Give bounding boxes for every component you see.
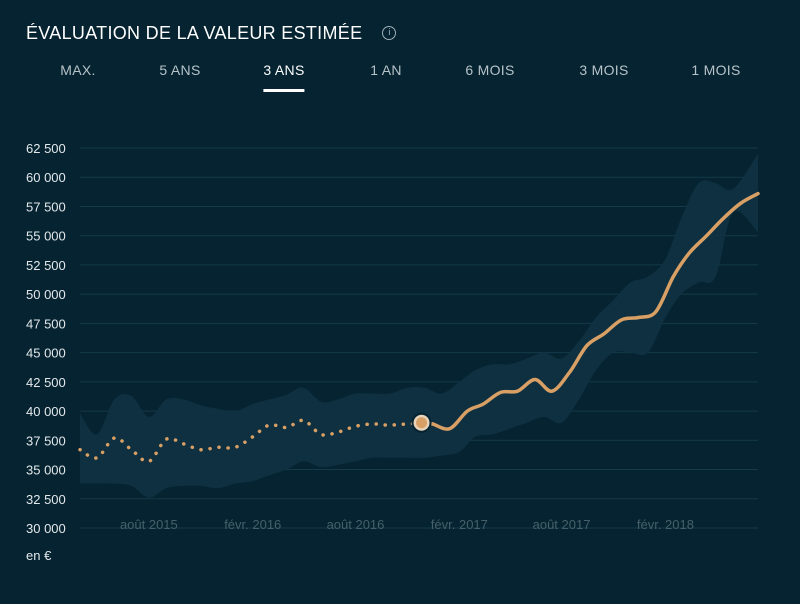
info-icon[interactable]: i [382,26,397,40]
y-tick-label: 30 000 [26,521,66,536]
tab-1-an[interactable]: 1 AN [370,62,402,78]
tab-6-mois[interactable]: 6 MOIS [465,62,515,78]
period-tabs: MAX. 5 ANS 3 ANS 1 AN 6 MOIS 3 MOIS 1 MO… [26,58,776,98]
y-tick-label: 42 500 [26,375,66,390]
x-tick-label: août 2017 [533,517,591,532]
y-tick-label: 35 000 [26,463,66,478]
y-tick-label: 52 500 [26,258,66,273]
series-layer [78,191,760,464]
tab-5-ans[interactable]: 5 ANS [159,62,201,78]
unit-label: en € [26,548,52,563]
y-axis-labels: 30 000 32 500 35 000 37 500 40 000 42 500 45 0… [26,141,66,536]
x-tick-label: févr. 2018 [637,517,694,532]
y-tick-label: 60 000 [26,170,66,185]
x-tick-label: févr. 2017 [431,517,488,532]
y-tick-label: 57 500 [26,199,66,214]
chart-header: ÉVALUATION DE LA VALEUR ESTIMÉE i [26,20,397,46]
y-tick-label: 62 500 [26,141,66,156]
historical-series-line [78,418,424,464]
confidence-band [80,153,758,498]
current-point-marker[interactable] [416,417,428,429]
x-axis-labels: août 2015 févr. 2016 août 2016 févr. 2017 ao… [120,517,694,532]
x-tick-label: août 2015 [120,517,178,532]
y-tick-label: 37 500 [26,433,66,448]
y-tick-label: 45 000 [26,346,66,361]
tab-3-mois[interactable]: 3 MOIS [579,62,629,78]
y-tick-label: 40 000 [26,404,66,419]
tab-1-mois[interactable]: 1 MOIS [691,62,741,78]
x-tick-label: août 2016 [327,517,385,532]
chart-title: ÉVALUATION DE LA VALEUR ESTIMÉE [26,22,363,43]
x-tick-label: févr. 2016 [224,517,281,532]
estimated-series-line [419,191,760,431]
y-tick-label: 55 000 [26,229,66,244]
y-tick-label: 47 500 [26,316,66,331]
marker-layer [411,412,432,433]
y-tick-label: 50 000 [26,287,66,302]
y-tick-label: 32 500 [26,492,66,507]
tab-3-ans[interactable]: 3 ANS [263,58,305,92]
tab-max[interactable]: MAX. [60,62,96,78]
